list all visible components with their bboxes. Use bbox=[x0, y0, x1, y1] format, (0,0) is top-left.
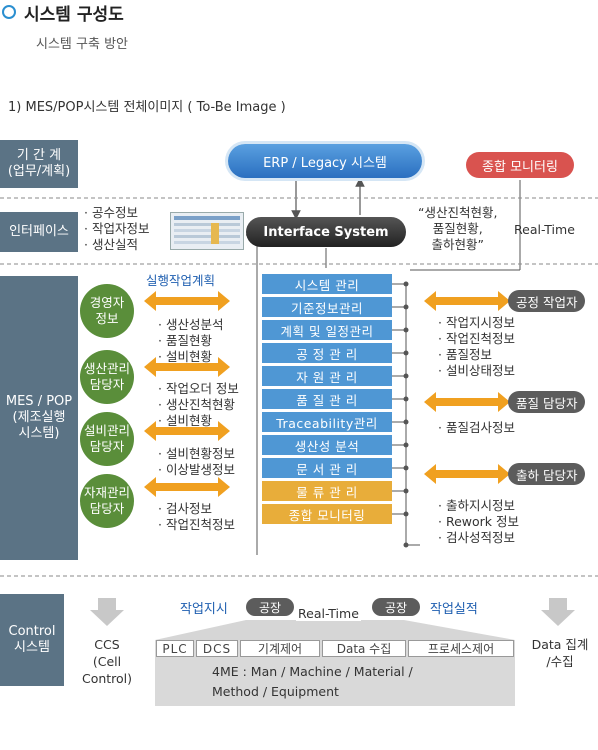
list-item: 작업자정보 bbox=[84, 221, 150, 237]
row-label-interface: 인터페이스 bbox=[0, 212, 78, 252]
list-item: 작업진척정보 bbox=[438, 331, 515, 347]
list-item: 품질검사정보 bbox=[438, 420, 515, 436]
list-item: 설비상태정보 bbox=[438, 363, 515, 379]
control-realtime-label: Real-Time bbox=[296, 606, 361, 621]
interface-system-box: Interface System bbox=[246, 217, 406, 247]
data-collect-label: Data 집계 /수집 bbox=[531, 637, 589, 669]
list-item: 생산실적 bbox=[84, 237, 149, 253]
manager-equipment: 설비관리 담당자 bbox=[80, 412, 134, 466]
work-result-label: 작업실적 bbox=[430, 602, 478, 617]
manager-equipment-items: 설비현황정보 이상발생정보 bbox=[158, 446, 235, 478]
list-item: 생산성분석 bbox=[158, 317, 224, 333]
module-productivity: 생산성 분석 bbox=[262, 435, 392, 455]
manager-material-items: 검사정보 작업진척정보 bbox=[158, 501, 235, 533]
list-item: 작업지시정보 bbox=[438, 315, 515, 331]
plan-label: 실행작업계획 bbox=[146, 273, 216, 288]
manager-executive: 경영자 정보 bbox=[80, 284, 134, 338]
ccs-label: CCS (Cell Control) bbox=[81, 637, 133, 686]
fourme-text: 4ME : Man / Machine / Material / Method … bbox=[212, 664, 413, 699]
cell-machine-control: 기계제어 bbox=[240, 640, 320, 657]
list-item: 설비현황 bbox=[158, 349, 223, 365]
module-process: 공 정 관 리 bbox=[262, 343, 392, 363]
section-title: 1) MES/POP시스템 전체이미지 ( To-Be Image ) bbox=[8, 100, 286, 115]
cell-data-collect: Data 수집 bbox=[322, 640, 406, 657]
list-item: 설비현황정보 bbox=[158, 446, 235, 462]
module-system-mgmt: 시스템 관리 bbox=[262, 274, 392, 294]
worker-quality-items: 품질검사정보 bbox=[438, 420, 515, 436]
list-item: Rework 정보 bbox=[438, 514, 519, 530]
list-item: 작업오더 정보 bbox=[158, 381, 239, 397]
manager-material: 자재관리 담당자 bbox=[80, 474, 134, 528]
erp-system-box: ERP / Legacy 시스템 bbox=[228, 144, 422, 178]
page-subtitle: 시스템 구축 방안 bbox=[36, 37, 128, 52]
list-item: 검사정보 bbox=[158, 501, 235, 517]
worker-shipping: 출하 담당자 bbox=[508, 463, 586, 485]
module-resource: 자 원 관 리 bbox=[262, 366, 392, 386]
list-item: 이상발생정보 bbox=[158, 462, 235, 478]
list-item: 검사성적정보 bbox=[438, 530, 519, 546]
interface-item-list: 공수정보 작업자정보 생산실적 bbox=[84, 205, 150, 253]
list-item: 출하지시정보 bbox=[438, 498, 519, 514]
realtime-quote: “생산진척현황, 품질현황, 출하현황” bbox=[418, 205, 498, 252]
list-item: 품질정보 bbox=[438, 347, 515, 363]
module-planning: 계획 및 일정관리 bbox=[262, 320, 392, 340]
row-label-period: 기 간 계 (업무/계획) bbox=[0, 140, 78, 188]
manager-executive-items: 생산성분석 품질현황 설비현황 bbox=[158, 317, 224, 365]
row-label-mes: MES / POP (제조실행 시스템) bbox=[0, 276, 78, 560]
work-order-label: 작업지시 bbox=[180, 602, 228, 617]
row-label-control: Control 시스템 bbox=[0, 594, 64, 686]
factory-badge-right: 공장 bbox=[372, 598, 420, 616]
list-item: 공수정보 bbox=[84, 205, 149, 221]
module-monitoring: 종합 모니터링 bbox=[262, 504, 392, 524]
factory-badge-left: 공장 bbox=[246, 598, 294, 616]
manager-production: 생산관리 담당자 bbox=[80, 350, 134, 404]
realtime-label: Real-Time bbox=[514, 222, 575, 237]
module-quality: 품 질 관 리 bbox=[262, 389, 392, 409]
screen-grid-icon bbox=[174, 216, 240, 244]
module-master-data: 기준정보관리 bbox=[262, 297, 392, 317]
worker-process: 공정 작업자 bbox=[508, 290, 586, 312]
worker-quality: 품질 담당자 bbox=[508, 391, 586, 413]
cell-process-control: 프로세스제어 bbox=[408, 640, 514, 657]
monitoring-badge: 종합 모니터링 bbox=[466, 152, 574, 178]
list-item: 작업진척정보 bbox=[158, 517, 235, 533]
list-item: 생산진척현황 bbox=[158, 397, 239, 413]
cell-dcs: DCS bbox=[196, 640, 238, 657]
screenshot-thumbnail bbox=[170, 212, 244, 250]
cell-plc: PLC bbox=[156, 640, 194, 657]
worker-shipping-items: 출하지시정보 Rework 정보 검사성적정보 bbox=[438, 498, 519, 546]
page-title: 시스템 구성도 bbox=[24, 5, 124, 25]
list-item: 설비현황 bbox=[158, 413, 239, 429]
list-item: 품질현황 bbox=[158, 333, 223, 349]
module-traceability: Traceability관리 bbox=[262, 412, 392, 432]
module-logistics: 물 류 관 리 bbox=[262, 481, 392, 501]
worker-process-items: 작업지시정보 작업진척정보 품질정보 설비상태정보 bbox=[438, 315, 515, 379]
module-document: 문 서 관 리 bbox=[262, 458, 392, 478]
title-bullet-icon bbox=[2, 5, 16, 19]
manager-production-items: 작업오더 정보 생산진척현황 설비현황 bbox=[158, 381, 239, 429]
